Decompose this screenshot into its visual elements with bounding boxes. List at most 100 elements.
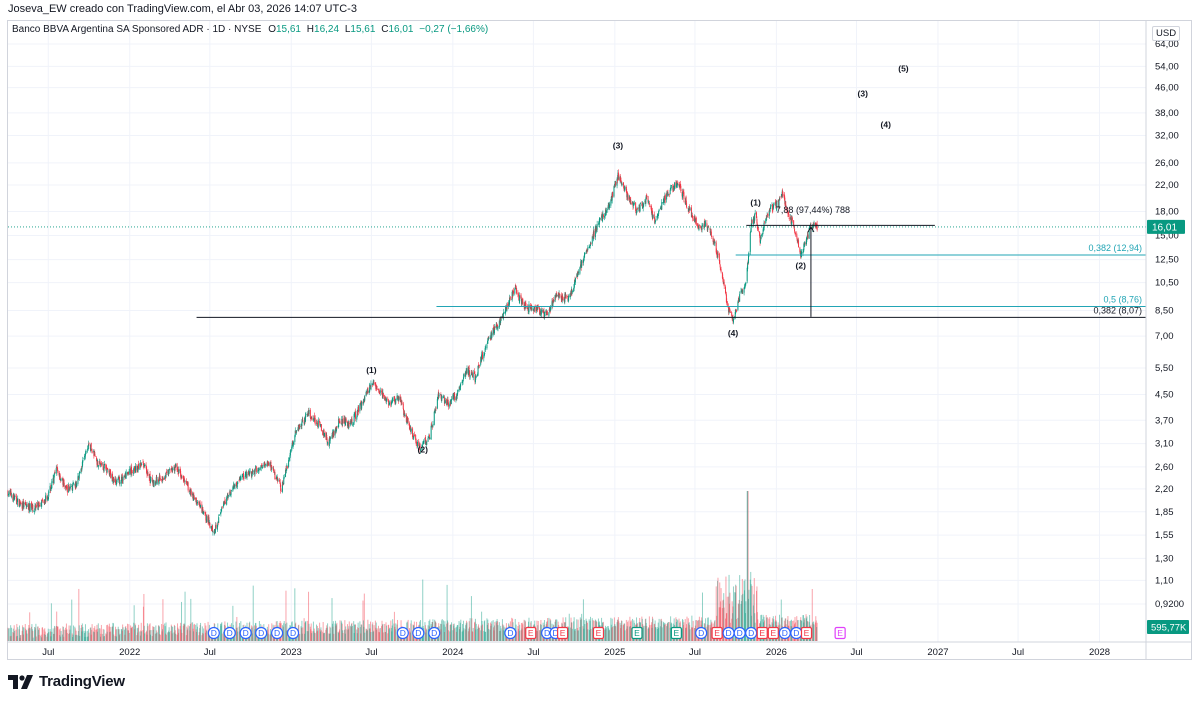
- price-tick-label: 7,00: [1155, 331, 1174, 342]
- volume-bar: [139, 631, 141, 641]
- candle-body: [781, 191, 783, 197]
- volume-bar: [468, 628, 470, 641]
- volume-bar: [651, 616, 653, 641]
- volume-bar: [381, 624, 383, 641]
- candle-body: [468, 369, 470, 375]
- candle-body: [58, 472, 60, 477]
- candle-body: [610, 199, 612, 206]
- time-tick-label: 2024: [442, 647, 463, 658]
- volume-bar: [59, 635, 61, 641]
- volume-bar: [63, 629, 65, 641]
- volume-bar: [472, 627, 474, 641]
- candle-body: [171, 469, 173, 470]
- candle-body: [248, 474, 250, 476]
- price-candles: [7, 169, 1146, 536]
- volume-bar: [114, 636, 116, 641]
- measure-tool: 7,88 (97,44%) 788: [776, 205, 850, 317]
- volume-bar: [811, 588, 813, 641]
- earnings-marker: [592, 626, 605, 640]
- volume-bar: [91, 629, 93, 641]
- candle-body: [351, 424, 353, 426]
- candle-body: [496, 324, 498, 327]
- volume-bar: [577, 619, 579, 641]
- candle-body: [488, 337, 490, 339]
- volume-bar: [499, 630, 501, 641]
- change-value: −0,27 (−1,66%): [419, 24, 489, 35]
- volume-bar: [731, 601, 733, 641]
- tradingview-logo[interactable]: TradingView: [8, 673, 125, 690]
- candle-body: [415, 434, 417, 441]
- candle-body: [751, 219, 753, 224]
- volume-bar: [682, 620, 684, 641]
- volume-bar: [58, 629, 60, 641]
- candle-body: [63, 479, 65, 484]
- candle-body: [769, 209, 771, 211]
- volume-bar: [537, 625, 539, 641]
- candle-body: [265, 464, 267, 466]
- candle-body: [367, 387, 369, 394]
- currency-selector[interactable]: USD: [1152, 26, 1181, 41]
- volume-bar: [254, 625, 256, 641]
- volume-bar: [620, 624, 622, 641]
- dividend-marker-label: D: [274, 628, 280, 638]
- candle-body: [778, 199, 780, 207]
- price-tick-label: 1,55: [1155, 530, 1174, 541]
- candle-body: [441, 396, 443, 401]
- volume-bar: [269, 629, 271, 641]
- volume-bar: [629, 626, 631, 641]
- volume-bar: [312, 621, 314, 641]
- candle-body: [772, 206, 774, 209]
- candle-body: [523, 304, 525, 307]
- candle-body: [331, 435, 333, 439]
- candle-body: [692, 218, 694, 221]
- volume-bar: [308, 591, 310, 641]
- candle-body: [613, 186, 615, 197]
- instrument-label: Banco BBVA Argentina SA Sponsored ADR · …: [12, 24, 262, 35]
- dividend-marker: [695, 626, 708, 640]
- candle-body: [562, 297, 564, 300]
- time-tick-label: 2022: [119, 647, 140, 658]
- volume-bar: [282, 626, 284, 641]
- volume-bar: [390, 627, 392, 641]
- volume-bar: [362, 620, 364, 641]
- volume-bar: [688, 622, 690, 641]
- candle-body: [261, 464, 263, 467]
- legend: Banco BBVA Argentina SA Sponsored ADR · …: [12, 24, 488, 35]
- dividend-marker-label: D: [507, 628, 513, 638]
- candle-body: [788, 217, 790, 220]
- candle-body: [227, 495, 229, 497]
- candle-body: [562, 295, 564, 299]
- volume-bar: [813, 621, 815, 641]
- candle-body: [447, 402, 449, 407]
- candle-body: [607, 208, 609, 211]
- candle-body: [664, 195, 666, 201]
- volume-bar: [31, 629, 33, 641]
- candle-body: [468, 368, 470, 370]
- candle-body: [671, 185, 673, 187]
- volume-bar: [57, 626, 59, 641]
- candle-body: [723, 281, 725, 287]
- volume-bar: [739, 575, 741, 641]
- candle-body: [304, 418, 306, 425]
- volume-bar: [328, 633, 330, 641]
- volume-bar: [348, 621, 350, 641]
- volume-bar: [84, 632, 86, 641]
- volume-bar: [410, 623, 412, 641]
- candle-body: [587, 247, 589, 250]
- volume-bar: [52, 628, 54, 641]
- dividend-marker-label: D: [400, 628, 406, 638]
- candle-body: [594, 226, 596, 238]
- candle-body: [252, 471, 254, 472]
- volume-bar: [351, 625, 353, 641]
- candle-body: [689, 208, 691, 211]
- volume-bar: [187, 628, 189, 641]
- volume-bar: [744, 613, 746, 641]
- volume-bar: [206, 630, 208, 641]
- volume-bar: [270, 632, 272, 641]
- volume-bar: [73, 625, 75, 641]
- volume-bar: [353, 632, 355, 641]
- volume-bar: [377, 625, 379, 641]
- volume-bar: [316, 625, 318, 641]
- volume-bar: [747, 491, 749, 641]
